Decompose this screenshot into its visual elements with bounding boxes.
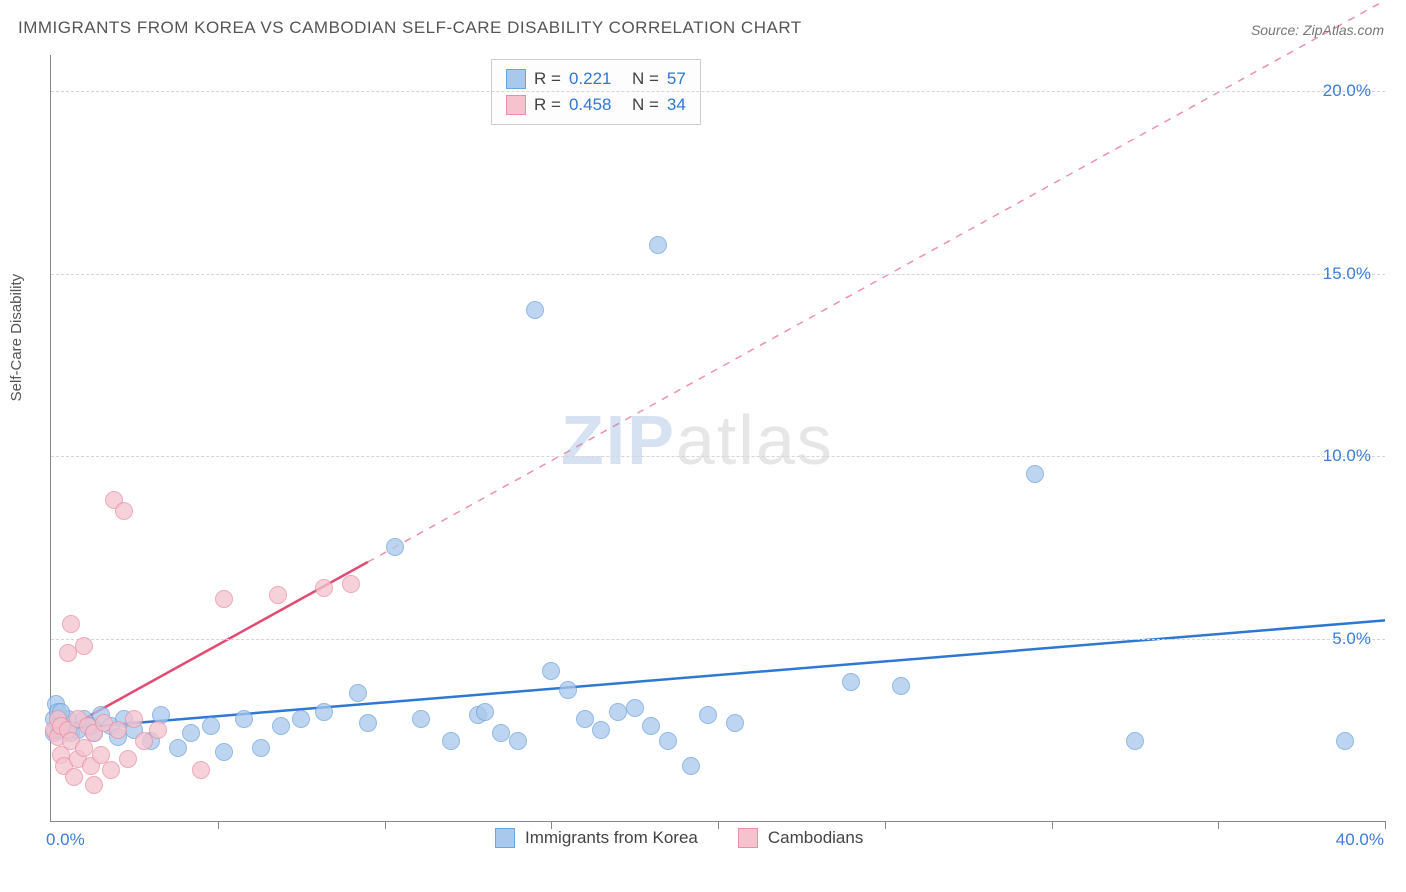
source-attribution: Source: ZipAtlas.com <box>1251 22 1384 38</box>
r-value-cambodia: 0.458 <box>569 95 624 115</box>
scatter-plot: ZIPatlas R = 0.221 N = 57 R = 0.458 N = … <box>50 55 1385 822</box>
n-label: N = <box>632 95 659 115</box>
y-axis-label: Self-Care Disability <box>8 274 25 402</box>
x-tick <box>1052 821 1053 829</box>
data-point-cambodia <box>115 502 133 520</box>
x-tick <box>218 821 219 829</box>
swatch-korea-icon <box>506 69 526 89</box>
legend-label-cambodia: Cambodians <box>768 828 863 848</box>
data-point-korea <box>315 703 333 721</box>
data-point-korea <box>182 724 200 742</box>
r-label: R = <box>534 69 561 89</box>
n-label: N = <box>632 69 659 89</box>
data-point-korea <box>526 301 544 319</box>
data-point-cambodia <box>149 721 167 739</box>
data-point-korea <box>1336 732 1354 750</box>
y-tick-label: 15.0% <box>1323 264 1371 284</box>
n-value-korea: 57 <box>667 69 686 89</box>
data-point-korea <box>272 717 290 735</box>
data-point-korea <box>892 677 910 695</box>
legend-row-korea: R = 0.221 N = 57 <box>506 66 686 92</box>
legend-row-cambodia: R = 0.458 N = 34 <box>506 92 686 118</box>
data-point-cambodia <box>125 710 143 728</box>
data-point-korea <box>492 724 510 742</box>
data-point-korea <box>559 681 577 699</box>
data-point-korea <box>169 739 187 757</box>
data-point-korea <box>386 538 404 556</box>
data-point-korea <box>642 717 660 735</box>
data-point-korea <box>235 710 253 728</box>
data-point-cambodia <box>119 750 137 768</box>
gridline <box>51 639 1385 640</box>
swatch-cambodia-icon <box>506 95 526 115</box>
data-point-korea <box>699 706 717 724</box>
x-tick <box>1385 821 1386 829</box>
data-point-korea <box>726 714 744 732</box>
data-point-korea <box>576 710 594 728</box>
n-value-cambodia: 34 <box>667 95 686 115</box>
data-point-cambodia <box>315 579 333 597</box>
series-legend: Immigrants from Korea Cambodians <box>495 828 863 848</box>
data-point-korea <box>1026 465 1044 483</box>
regression-lines-layer <box>51 55 1385 821</box>
chart-title: IMMIGRANTS FROM KOREA VS CAMBODIAN SELF-… <box>18 18 802 38</box>
data-point-korea <box>509 732 527 750</box>
data-point-korea <box>842 673 860 691</box>
legend-label-korea: Immigrants from Korea <box>525 828 698 848</box>
y-tick-label: 5.0% <box>1332 629 1371 649</box>
data-point-korea <box>659 732 677 750</box>
data-point-korea <box>202 717 220 735</box>
data-point-korea <box>609 703 627 721</box>
gridline <box>51 274 1385 275</box>
gridline <box>51 91 1385 92</box>
y-tick-label: 20.0% <box>1323 81 1371 101</box>
data-point-cambodia <box>269 586 287 604</box>
data-point-cambodia <box>109 721 127 739</box>
data-point-cambodia <box>65 768 83 786</box>
y-tick-label: 10.0% <box>1323 446 1371 466</box>
gridline <box>51 456 1385 457</box>
data-point-cambodia <box>215 590 233 608</box>
data-point-cambodia <box>62 615 80 633</box>
x-tick <box>1218 821 1219 829</box>
x-axis-max-label: 40.0% <box>1336 830 1384 850</box>
data-point-korea <box>359 714 377 732</box>
swatch-korea-icon <box>495 828 515 848</box>
data-point-cambodia <box>85 776 103 794</box>
r-label: R = <box>534 95 561 115</box>
r-value-korea: 0.221 <box>569 69 624 89</box>
data-point-korea <box>252 739 270 757</box>
data-point-cambodia <box>102 761 120 779</box>
data-point-korea <box>215 743 233 761</box>
data-point-korea <box>292 710 310 728</box>
swatch-cambodia-icon <box>738 828 758 848</box>
data-point-korea <box>649 236 667 254</box>
data-point-cambodia <box>192 761 210 779</box>
data-point-cambodia <box>342 575 360 593</box>
data-point-korea <box>349 684 367 702</box>
data-point-cambodia <box>75 637 93 655</box>
data-point-korea <box>1126 732 1144 750</box>
data-point-korea <box>542 662 560 680</box>
data-point-korea <box>412 710 430 728</box>
x-tick <box>385 821 386 829</box>
data-point-korea <box>626 699 644 717</box>
data-point-cambodia <box>59 644 77 662</box>
data-point-korea <box>682 757 700 775</box>
data-point-korea <box>442 732 460 750</box>
x-tick <box>885 821 886 829</box>
data-point-korea <box>592 721 610 739</box>
x-axis-zero-label: 0.0% <box>46 830 85 850</box>
data-point-korea <box>476 703 494 721</box>
